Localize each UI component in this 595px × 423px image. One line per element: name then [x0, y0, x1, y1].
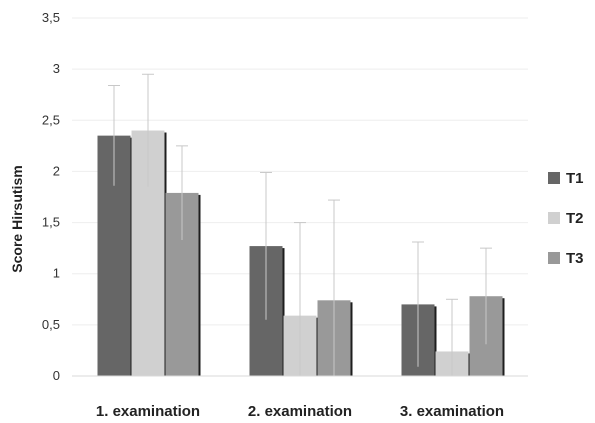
- x-category-label: 2. examination: [248, 403, 352, 420]
- x-category-label: 1. examination: [96, 403, 200, 420]
- bar-group: [97, 73, 201, 376]
- bar-shadow: [315, 317, 319, 376]
- bar-shadow: [281, 248, 285, 376]
- y-tick-label: 2,5: [42, 112, 60, 127]
- y-tick-label: 0,5: [42, 317, 60, 332]
- legend-label-t2: T2: [566, 210, 584, 227]
- y-tick-label: 3: [53, 61, 60, 76]
- legend-label-t1: T1: [566, 170, 584, 187]
- bar-group: [249, 171, 353, 376]
- y-tick-label: 1: [53, 266, 60, 281]
- bar-groups: [97, 73, 505, 376]
- bar-shadow: [467, 353, 471, 376]
- y-tick-label: 1,5: [42, 215, 60, 230]
- y-tick-label: 3,5: [42, 10, 60, 25]
- bar-shadow: [197, 194, 201, 376]
- bar-shadow: [163, 132, 167, 376]
- legend-swatch-t3: [548, 252, 560, 264]
- y-tick-label: 0: [53, 368, 60, 383]
- bar-shadow: [501, 298, 505, 376]
- legend: T1 T2 T3: [548, 170, 584, 267]
- y-axis-title: Score Hirsutism: [9, 165, 25, 272]
- bar-shadow: [129, 137, 133, 376]
- legend-swatch-t1: [548, 172, 560, 184]
- bar-shadow: [349, 302, 353, 376]
- x-category-label: 3. examination: [400, 403, 504, 420]
- legend-swatch-t2: [548, 212, 560, 224]
- x-axis-labels: 1. examination 2. examination 3. examinati…: [96, 403, 504, 420]
- legend-label-t3: T3: [566, 250, 584, 267]
- bar-shadow: [433, 306, 437, 376]
- y-axis-ticks: 0 0,5 1 1,5 2 2,5 3 3,5: [42, 10, 60, 383]
- bar-group: [401, 241, 505, 376]
- y-tick-label: 2: [53, 163, 60, 178]
